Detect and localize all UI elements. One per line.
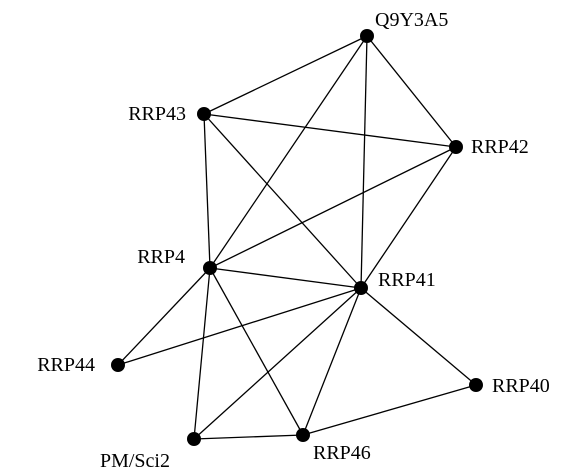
- edge-rrp4-pm-sci2: [193, 267, 211, 440]
- node-label-rrp40: RRP40: [492, 375, 550, 397]
- node-rrp40: [469, 378, 483, 392]
- edge-rrp4-rrp46: [209, 267, 304, 436]
- node-rrp43: [197, 107, 211, 121]
- edge-rrp41-pm-sci2: [193, 287, 362, 440]
- node-label-q9y3a5: Q9Y3A5: [375, 9, 448, 31]
- node-pm-sci2: [187, 432, 201, 446]
- edge-rrp43-rrp42: [203, 113, 457, 148]
- node-label-rrp44: RRP44: [37, 354, 95, 376]
- edge-q9y3a5-rrp43: [203, 35, 368, 115]
- node-label-rrp4: RRP4: [137, 246, 185, 268]
- node-rrp41: [354, 281, 368, 295]
- edge-q9y3a5-rrp4: [209, 35, 368, 269]
- node-rrp42: [449, 140, 463, 154]
- edge-q9y3a5-rrp41: [360, 35, 368, 289]
- node-label-rrp43: RRP43: [128, 103, 186, 125]
- edge-rrp41-rrp44: [117, 287, 362, 366]
- edge-rrp43-rrp41: [203, 113, 362, 289]
- edge-rrp43-rrp4: [203, 113, 211, 269]
- node-label-pm-sci2: PM/Sci2: [100, 450, 170, 469]
- edge-rrp41-rrp46: [302, 287, 362, 436]
- node-rrp4: [203, 261, 217, 275]
- edges-layer: [117, 35, 477, 440]
- edge-rrp42-rrp41: [360, 146, 457, 289]
- nodes-layer: [111, 29, 483, 446]
- edge-rrp46-rrp40: [302, 384, 477, 436]
- node-rrp44: [111, 358, 125, 372]
- node-label-rrp42: RRP42: [471, 136, 529, 158]
- node-label-rrp41: RRP41: [378, 269, 436, 291]
- edge-pm-sci2-rrp46: [193, 434, 304, 440]
- edge-rrp4-rrp44: [117, 267, 211, 366]
- node-rrp46: [296, 428, 310, 442]
- edge-q9y3a5-rrp42: [366, 35, 457, 148]
- edge-rrp4-rrp41: [209, 267, 362, 289]
- labels-layer: Q9Y3A5 RRP43 RRP42 RRP4 RRP41 RRP44 RRP40 PM/Sc…: [37, 9, 550, 469]
- edge-rrp42-rrp4: [209, 146, 457, 269]
- edge-rrp41-rrp40: [360, 287, 477, 386]
- node-q9y3a5: [360, 29, 374, 43]
- node-label-rrp46: RRP46: [313, 442, 371, 464]
